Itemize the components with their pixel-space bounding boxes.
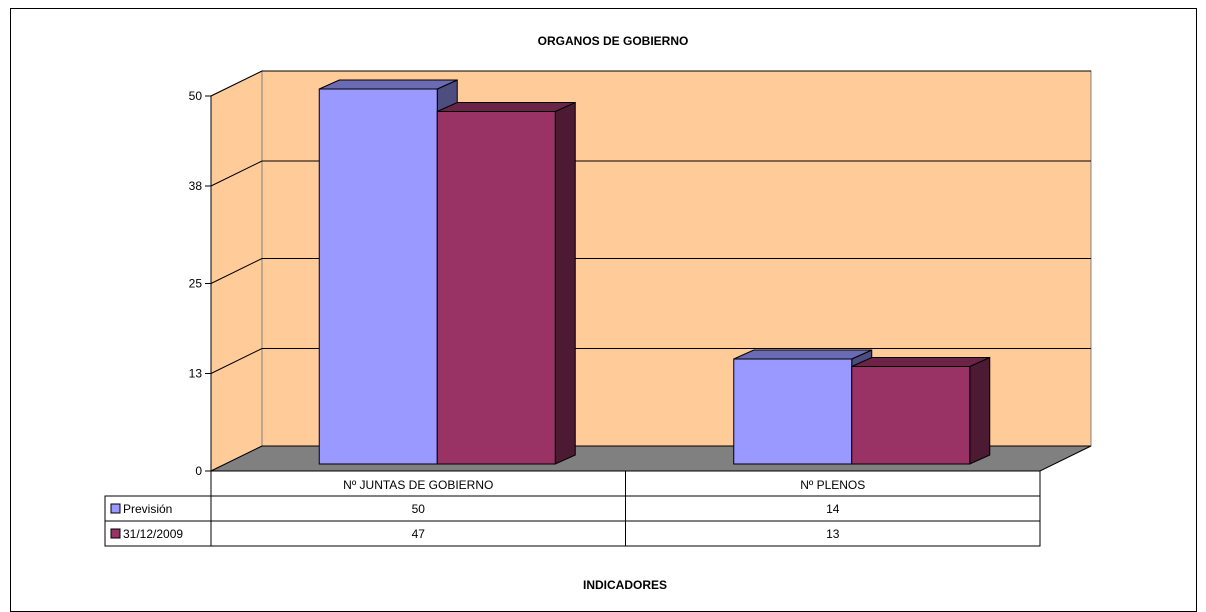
y-tick-label: 50 xyxy=(189,89,203,103)
gridline xyxy=(210,258,1091,284)
bar xyxy=(318,88,438,465)
gridline xyxy=(210,70,1091,97)
legend-label: 31/12/2009 xyxy=(123,527,183,541)
bar-0-0 xyxy=(318,79,458,465)
bar-top xyxy=(319,79,458,90)
data-table: Nº JUNTAS DE GOBIERNO Nº PLENOS Previsión 5… xyxy=(104,470,1041,547)
bar-1-0 xyxy=(733,349,873,465)
data-value: 14 xyxy=(826,502,840,516)
y-tick-label: 38 xyxy=(189,179,203,193)
x-axis-title: INDICADORES xyxy=(583,578,667,592)
bar-side xyxy=(969,356,991,465)
bar-top xyxy=(437,102,576,112)
category-label: Nº PLENOS xyxy=(800,478,865,492)
plot-area: 0 13 25 38 50 xyxy=(189,70,1092,478)
bar-1-1 xyxy=(851,356,991,465)
bar-0-1 xyxy=(436,101,576,465)
gridline xyxy=(210,160,1091,187)
bar-top xyxy=(851,357,990,367)
chart-title: ORGANOS DE GOBIERNO xyxy=(538,34,689,48)
legend-label: Previsión xyxy=(123,502,172,516)
legend-swatch xyxy=(110,503,121,514)
category-label: Nº JUNTAS DE GOBIERNO xyxy=(343,478,493,492)
bar xyxy=(851,366,971,465)
bar-side xyxy=(554,101,576,465)
bar xyxy=(436,111,556,465)
bar xyxy=(733,358,853,465)
data-value: 13 xyxy=(826,527,840,541)
data-value: 47 xyxy=(412,527,426,541)
data-value: 50 xyxy=(412,502,426,516)
gridline xyxy=(210,348,1091,374)
y-tick-label: 13 xyxy=(189,367,203,381)
y-tick-label: 25 xyxy=(189,277,203,291)
bar-top xyxy=(733,349,872,360)
legend-swatch xyxy=(110,528,121,539)
y-tick-label: 0 xyxy=(195,464,202,478)
